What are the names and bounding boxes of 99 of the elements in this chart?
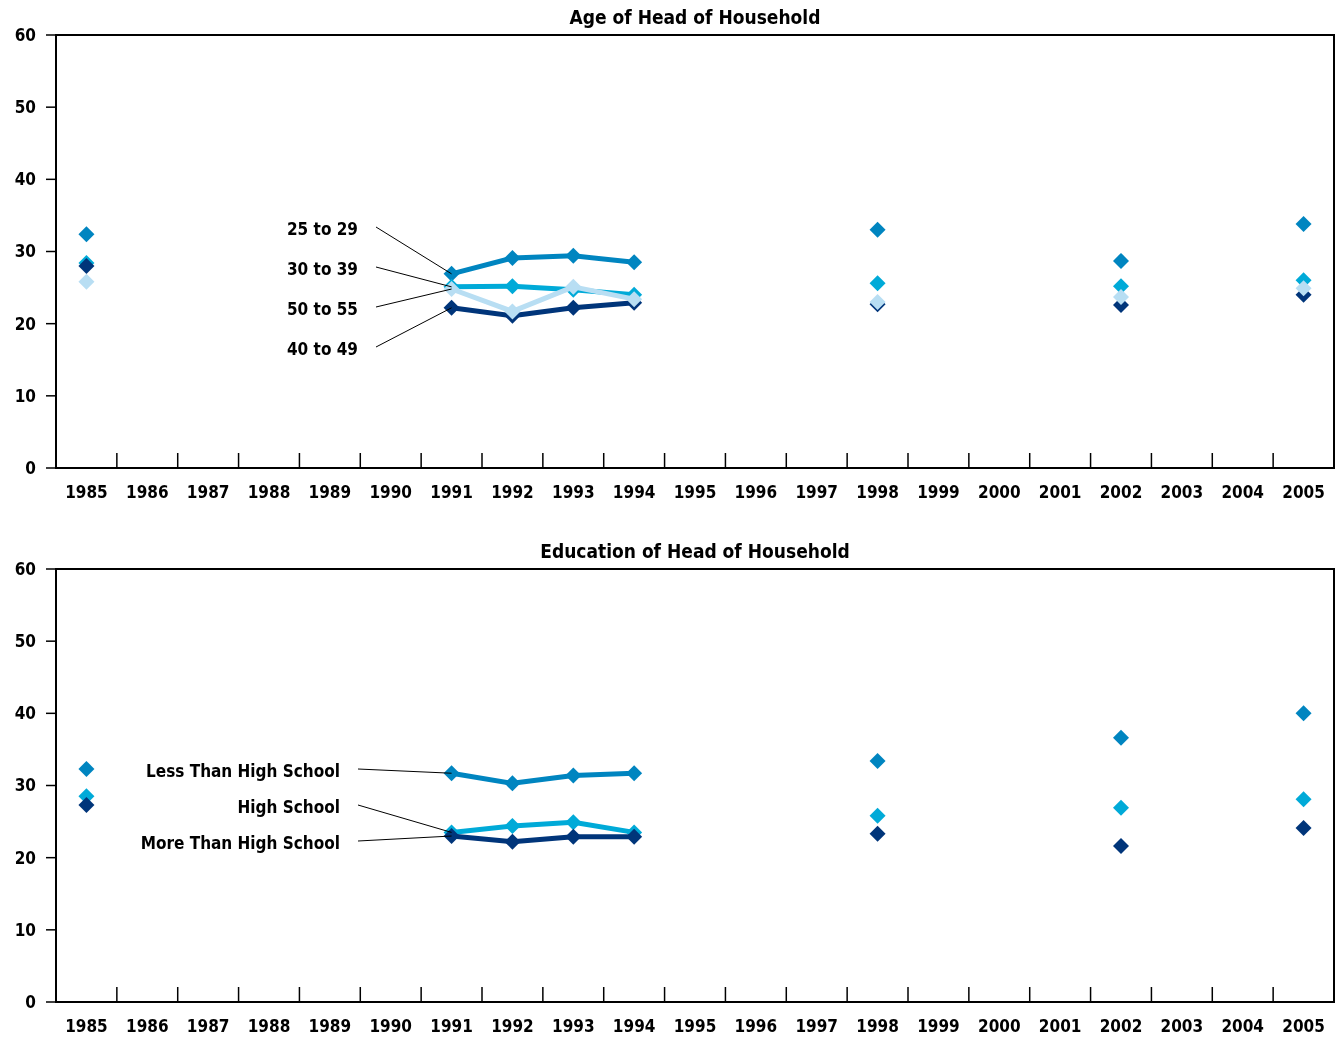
text: 40 to 49 [286, 338, 358, 359]
point [1113, 729, 1129, 746]
x-tick-label: 2002 [1099, 482, 1143, 502]
point [565, 247, 582, 264]
x-tick-label: 1990 [369, 482, 412, 502]
y-tick-label: 40 [14, 703, 36, 724]
point [1295, 820, 1312, 837]
point [78, 796, 95, 813]
x-tick-label: 1993 [552, 482, 595, 502]
x-tick-label: 1986 [126, 482, 169, 502]
x-tick-label: 2005 [1282, 482, 1325, 502]
x-tick-label: 1997 [795, 482, 838, 502]
text: More Than High School [140, 832, 340, 853]
x-tick-label: 1991 [430, 1016, 473, 1036]
x-tick-label: 1999 [917, 1016, 960, 1036]
point [869, 752, 886, 769]
x-tick-label: 1986 [126, 1016, 169, 1036]
x-tick-label: 1989 [308, 482, 352, 502]
x-tick-label: 1991 [430, 482, 473, 502]
point [78, 226, 95, 243]
point [78, 760, 95, 777]
chart-title: Age of Head of Household [569, 6, 821, 28]
x-tick-label: 1996 [734, 482, 778, 502]
y-tick-label: 30 [14, 241, 36, 262]
point [78, 273, 95, 290]
x-tick-label: 2005 [1282, 1016, 1325, 1036]
x-tick-label: 2004 [1221, 1016, 1264, 1036]
text: Less Than High School [146, 760, 340, 781]
text: 25 to 29 [286, 218, 358, 239]
x-tick-label: 1998 [856, 482, 899, 502]
point [504, 249, 521, 266]
point [565, 828, 582, 845]
x-tick-label: 2000 [978, 482, 1021, 502]
y-tick-label: 40 [14, 169, 36, 190]
x-tick-label: 2003 [1160, 1016, 1204, 1036]
y-tick-label: 10 [14, 385, 36, 406]
text: High School [237, 796, 340, 817]
y-tick-label: 30 [14, 775, 36, 796]
point [1113, 288, 1129, 305]
point [869, 275, 886, 292]
x-tick-label: 1994 [612, 482, 656, 502]
x-tick-label: 1987 [186, 1016, 230, 1036]
point [1295, 280, 1312, 297]
point [869, 825, 886, 842]
point [565, 299, 582, 316]
point [1295, 705, 1312, 722]
y-tick-label: 20 [14, 313, 36, 334]
x-tick-label: 1992 [491, 1016, 534, 1036]
point [1295, 216, 1312, 233]
x-tick-label: 1985 [65, 1016, 108, 1036]
point [504, 775, 521, 792]
point [626, 254, 643, 271]
point [1113, 252, 1129, 269]
point [869, 221, 886, 238]
x-tick-label: 1992 [491, 482, 534, 502]
x-tick-label: 1985 [65, 482, 108, 502]
x-tick-label: 1997 [795, 1016, 838, 1036]
point [443, 299, 460, 316]
point [504, 817, 521, 834]
x-tick-label: 2001 [1038, 1016, 1082, 1036]
y-tick-label: 60 [14, 558, 36, 579]
x-tick-label: 1993 [552, 1016, 595, 1036]
y-tick-label: 50 [14, 631, 36, 652]
x-tick-label: 1989 [308, 1016, 352, 1036]
point [565, 814, 582, 831]
point [504, 278, 521, 295]
y-tick-label: 0 [25, 457, 36, 478]
text: 50 to 55 [286, 298, 358, 319]
point [1113, 799, 1129, 816]
x-tick-label: 1987 [186, 482, 230, 502]
point [1113, 838, 1129, 855]
y-tick-label: 0 [25, 991, 36, 1012]
x-tick-label: 2002 [1099, 1016, 1143, 1036]
x-tick-label: 1988 [247, 1016, 291, 1036]
x-tick-label: 2000 [978, 1016, 1021, 1036]
x-tick-label: 2001 [1038, 482, 1082, 502]
point [504, 833, 521, 850]
x-tick-label: 1999 [917, 482, 960, 502]
point [869, 807, 886, 824]
x-tick-label: 1994 [612, 1016, 656, 1036]
y-tick-label: 50 [14, 97, 36, 118]
text: 30 to 39 [286, 258, 358, 279]
x-tick-label: 1988 [247, 482, 291, 502]
point [1295, 791, 1312, 808]
chart-title: Education of Head of Household [540, 540, 850, 562]
x-tick-label: 2004 [1221, 482, 1264, 502]
y-tick-label: 60 [14, 24, 36, 45]
y-tick-label: 20 [14, 847, 36, 868]
x-tick-label: 1995 [673, 482, 717, 502]
x-tick-label: 2003 [1160, 482, 1204, 502]
x-tick-label: 1996 [734, 1016, 778, 1036]
point [626, 765, 643, 782]
point [504, 303, 521, 320]
x-tick-label: 1998 [856, 1016, 899, 1036]
point [626, 828, 643, 845]
x-tick-label: 1990 [369, 1016, 412, 1036]
y-tick-label: 10 [14, 919, 36, 940]
x-tick-label: 1995 [673, 1016, 717, 1036]
point [565, 767, 582, 784]
